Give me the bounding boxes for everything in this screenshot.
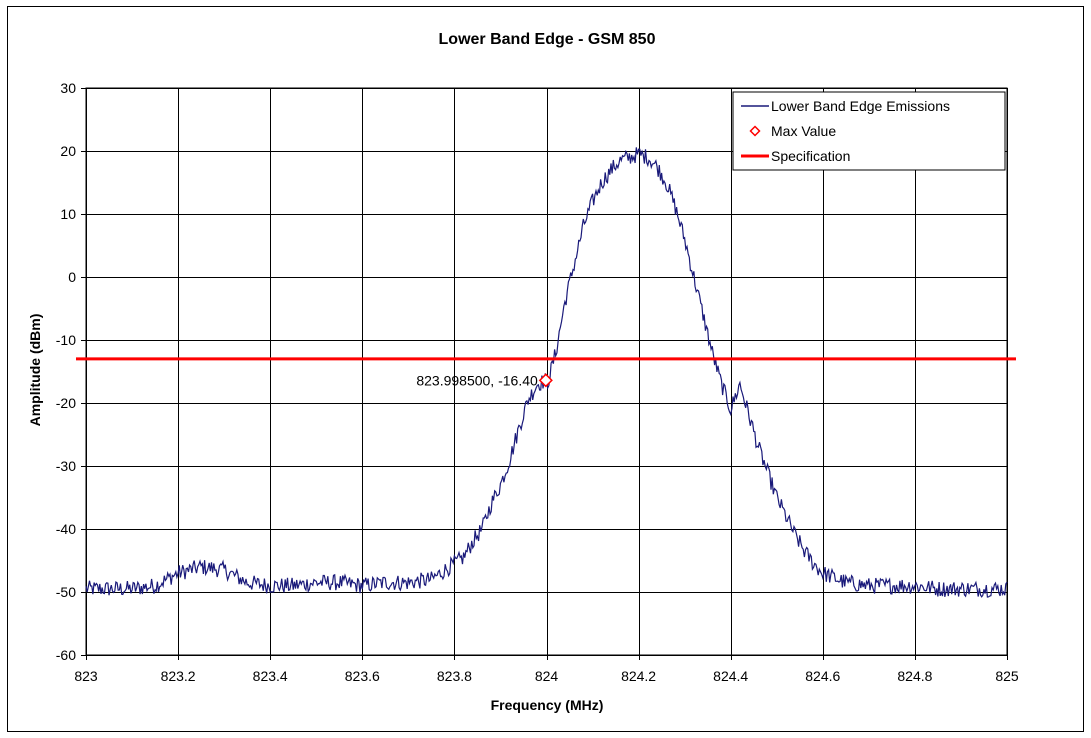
x-tick-label: 824.6 [805, 668, 840, 684]
plot-area [85, 87, 1008, 656]
y-tick-label: 10 [60, 206, 76, 222]
legend: Lower Band Edge Emissions Max Value Specif… [732, 91, 1006, 171]
x-tick-label: 824 [535, 668, 559, 684]
y-tick-label: -60 [56, 647, 76, 663]
y-tick-label: 30 [60, 80, 76, 96]
x-tick-label: 825 [995, 668, 1019, 684]
x-tick-label: 824.8 [897, 668, 932, 684]
chart-title: Lower Band Edge - GSM 850 [439, 31, 656, 48]
x-tick-label: 824.2 [621, 668, 656, 684]
max-value-label: 823.998500, -16.40 [416, 372, 538, 388]
legend-box [732, 91, 1006, 171]
y-tick-label: 20 [60, 143, 76, 159]
y-axis-title: Amplitude (dBm) [27, 314, 43, 427]
y-tick-label: -20 [56, 395, 76, 411]
y-tick-label: 0 [68, 269, 76, 285]
x-tick-label: 824.4 [713, 668, 748, 684]
y-tick-label: -50 [56, 584, 76, 600]
x-tick-label: 823.8 [437, 668, 472, 684]
grid [81, 87, 1008, 660]
legend-swatch-max-value [749, 125, 761, 137]
plot-series: 823.998500, -16.40 [76, 147, 1016, 598]
y-tick-label: -40 [56, 521, 76, 537]
y-tick-label: -30 [56, 458, 76, 474]
x-axis-ticks: 823 823.2 823.4 823.6 823.8 824 824.2 824.4 824.… [74, 668, 1019, 684]
max-value-marker [538, 373, 553, 388]
legend-item-max-value: Max Value [771, 123, 836, 139]
y-axis-ticks: -60 -50 -40 -30 -20 -10 0 10 20 30 [56, 80, 76, 663]
x-tick-label: 823.6 [345, 668, 380, 684]
x-axis-title: Frequency (MHz) [491, 697, 604, 713]
x-tick-label: 823 [74, 668, 98, 684]
legend-item-specification: Specification [771, 148, 850, 164]
legend-item-emissions: Lower Band Edge Emissions [771, 98, 950, 114]
x-tick-label: 823.4 [253, 668, 288, 684]
y-tick-label: -10 [56, 332, 76, 348]
x-tick-label: 823.2 [161, 668, 196, 684]
